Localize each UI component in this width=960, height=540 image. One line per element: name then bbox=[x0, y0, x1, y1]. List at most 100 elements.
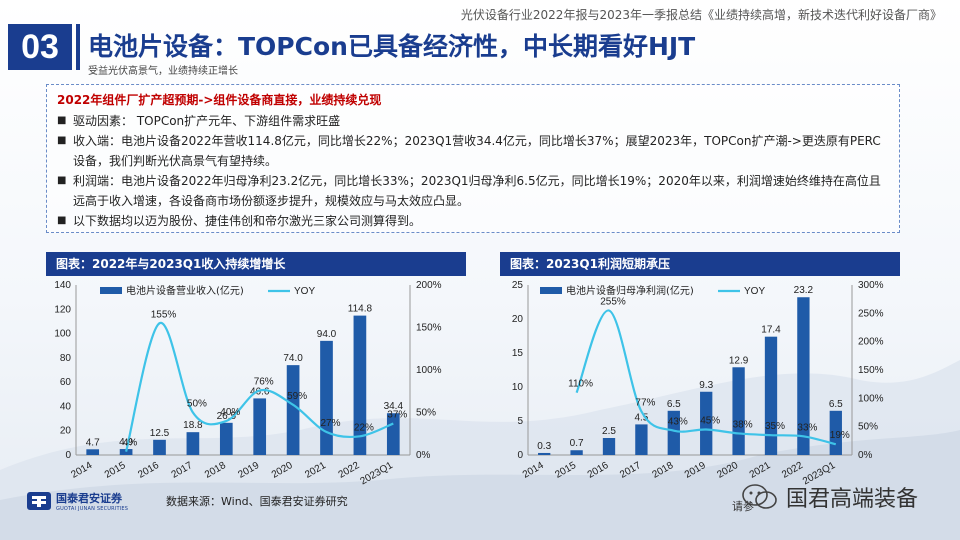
y-tick-label-left: 100 bbox=[54, 329, 71, 340]
yoy-value-label: 27% bbox=[320, 418, 340, 429]
y-tick-label-left: 20 bbox=[512, 314, 524, 325]
yoy-value-label: 22% bbox=[354, 422, 374, 433]
summary-bullet: ■ 以下数据均以迈为股份、捷佳伟创和帝尔激光三家公司测算得到。 bbox=[57, 211, 889, 231]
x-tick-label: 2018 bbox=[651, 460, 676, 481]
bar bbox=[86, 449, 100, 455]
yoy-value-label: 50% bbox=[187, 399, 207, 410]
company-logo: 国泰君安证券 GUOTAI JUNAN SECURITIES bbox=[26, 490, 128, 512]
y-tick-label-right: 200% bbox=[858, 337, 884, 348]
bar bbox=[667, 410, 680, 455]
yoy-value-label: 37% bbox=[387, 410, 407, 421]
x-tick-label: 2014 bbox=[521, 460, 546, 481]
y-tick-label-left: 0 bbox=[65, 450, 71, 461]
yoy-value-label: 77% bbox=[635, 397, 655, 408]
y-tick-label-right: 50% bbox=[416, 408, 436, 419]
bar bbox=[219, 422, 233, 455]
summary-bullet: ■ 驱动因素： TOPCon扩产元年、下游组件需求旺盛 bbox=[57, 111, 889, 131]
x-tick-label: 2019 bbox=[683, 460, 708, 481]
legend-line-label: YOY bbox=[744, 286, 765, 297]
bar-value-label: 2.5 bbox=[602, 426, 616, 437]
bar-value-label: 12.9 bbox=[729, 355, 749, 366]
bar-value-label: 23.2 bbox=[794, 285, 814, 296]
bar bbox=[119, 449, 133, 455]
y-tick-label-left: 140 bbox=[54, 280, 71, 291]
y-tick-label-right: 150% bbox=[416, 323, 442, 334]
y-tick-label-right: 100% bbox=[858, 393, 884, 404]
bar-value-label: 9.3 bbox=[699, 380, 713, 391]
bullet-square-icon: ■ bbox=[57, 175, 67, 186]
bar bbox=[797, 297, 810, 455]
yoy-value-label: 19% bbox=[830, 430, 850, 441]
bullet-square-icon: ■ bbox=[57, 135, 67, 146]
bar bbox=[732, 367, 745, 455]
yoy-value-label: 110% bbox=[568, 379, 593, 390]
yoy-value-label: 155% bbox=[151, 309, 177, 320]
bar bbox=[153, 439, 166, 455]
bar-value-label: 0.7 bbox=[570, 438, 584, 449]
bar-value-label: 17.4 bbox=[761, 325, 781, 336]
bar bbox=[700, 391, 713, 455]
yoy-value-label: 40% bbox=[220, 407, 240, 418]
bar-value-label: 4.7 bbox=[86, 437, 100, 448]
y-tick-label-left: 40 bbox=[60, 401, 72, 412]
y-tick-label-left: 20 bbox=[60, 426, 72, 437]
yoy-value-label: 38% bbox=[733, 419, 753, 430]
y-tick-label-left: 5 bbox=[517, 416, 523, 427]
yoy-value-label: 59% bbox=[287, 391, 307, 402]
bar bbox=[286, 365, 300, 455]
bar-value-label: 12.5 bbox=[150, 428, 170, 439]
section-number: 03 bbox=[8, 24, 72, 70]
x-tick-label: 2019 bbox=[236, 460, 261, 481]
x-tick-label: 2016 bbox=[136, 460, 161, 481]
legend-bar-swatch bbox=[100, 287, 122, 294]
bar-value-label: 0.3 bbox=[537, 441, 551, 452]
y-tick-label-left: 120 bbox=[54, 304, 71, 315]
yoy-value-label: 43% bbox=[668, 417, 688, 428]
y-tick-label-right: 200% bbox=[416, 280, 442, 291]
bar bbox=[570, 450, 583, 455]
x-tick-label: 2015 bbox=[553, 460, 578, 481]
y-tick-label-right: 250% bbox=[858, 308, 884, 319]
x-tick-label: 2021 bbox=[303, 460, 328, 481]
summary-bullet: ■ 收入端：电池片设备2022年营收114.8亿元，同比增长22%；2023Q1营… bbox=[57, 131, 889, 171]
bullet-square-icon: ■ bbox=[57, 115, 67, 126]
data-source: 数据来源：Wind、国泰君安证券研究 bbox=[166, 495, 348, 508]
y-tick-label-right: 300% bbox=[858, 280, 884, 291]
x-tick-label: 2018 bbox=[203, 460, 228, 481]
summary-heading: 2022年组件厂扩产超预期->组件设备商直接，业绩持续兑现 bbox=[57, 93, 382, 107]
x-tick-label: 2020 bbox=[270, 460, 295, 481]
chart-profit-title: 图表：2023Q1利润短期承压 bbox=[500, 252, 900, 276]
bar-value-label: 34.4 bbox=[384, 401, 404, 412]
y-tick-label-left: 25 bbox=[512, 280, 524, 291]
wechat-watermark: 国君高端装备 bbox=[740, 481, 918, 513]
legend-bar-label: 电池片设备营业收入(亿元) bbox=[126, 284, 244, 297]
y-tick-label-right: 0% bbox=[416, 450, 431, 461]
summary-bullet: ■ 利润端：电池片设备2022年归母净利23.2亿元，同比增长33%；2023Q1… bbox=[57, 171, 889, 211]
yoy-value-label: 45% bbox=[700, 416, 720, 427]
yoy-value-label: 255% bbox=[600, 297, 626, 308]
watermark-text: 国君高端装备 bbox=[786, 487, 919, 512]
chart-revenue: 0 20 40 60 80 100 120 140 0% 50% 100% 150% 200% 4.7 4.… bbox=[54, 280, 442, 488]
y-tick-label-right: 0% bbox=[858, 450, 873, 461]
bar bbox=[386, 413, 400, 455]
wechat-icon bbox=[742, 484, 777, 509]
logo-name-cn: 国泰君安证券 bbox=[56, 492, 122, 505]
x-tick-label: 2021 bbox=[748, 460, 773, 481]
y-tick-label-right: 150% bbox=[858, 365, 884, 376]
x-tick-label: 2023Q1 bbox=[358, 460, 395, 488]
bar bbox=[353, 315, 367, 455]
y-tick-label-left: 60 bbox=[60, 377, 72, 388]
bullet-square-icon: ■ bbox=[57, 215, 67, 226]
x-tick-label: 2015 bbox=[103, 460, 128, 481]
bar-value-label: 46.6 bbox=[250, 386, 270, 397]
bar-value-label: 4.5 bbox=[634, 412, 648, 423]
bar-value-label: 18.8 bbox=[183, 420, 203, 431]
yoy-value-label: 35% bbox=[765, 421, 785, 432]
bar bbox=[635, 424, 648, 455]
chart-revenue-title: 图表：2022年与2023Q1收入持续增增长 bbox=[46, 252, 466, 276]
x-tick-label: 2017 bbox=[618, 460, 643, 481]
page-title: 电池片设备：TOPCon已具备经济性，中长期看好HJT bbox=[88, 32, 696, 61]
x-tick-label: 2016 bbox=[586, 460, 611, 481]
bar bbox=[320, 340, 333, 455]
